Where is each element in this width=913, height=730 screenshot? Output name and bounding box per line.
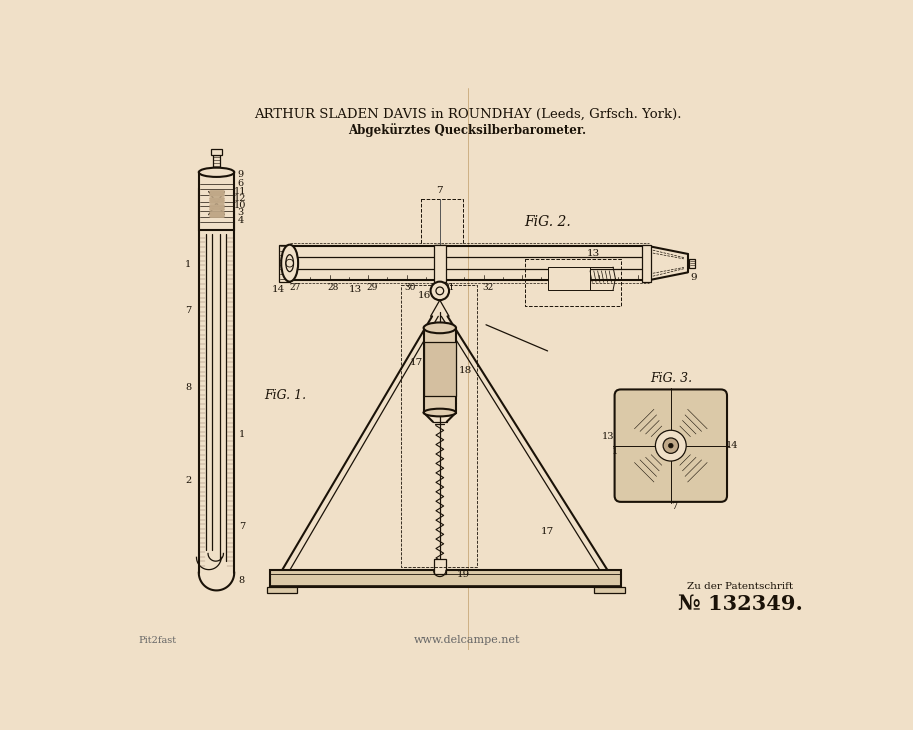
FancyBboxPatch shape bbox=[614, 389, 727, 502]
Text: 10: 10 bbox=[235, 201, 247, 210]
Bar bbox=[593, 588, 624, 593]
Bar bbox=[424, 342, 456, 396]
Text: FiG. 3.: FiG. 3. bbox=[650, 372, 692, 385]
Text: 31: 31 bbox=[444, 283, 455, 292]
Text: 18: 18 bbox=[458, 366, 472, 374]
Circle shape bbox=[663, 438, 678, 453]
Text: 30: 30 bbox=[404, 283, 416, 292]
Text: 14: 14 bbox=[726, 441, 738, 450]
Text: 8: 8 bbox=[239, 576, 245, 585]
Bar bbox=[642, 245, 651, 282]
Text: 1: 1 bbox=[185, 260, 191, 269]
Text: 11: 11 bbox=[234, 187, 247, 196]
Bar bbox=[199, 172, 235, 230]
Text: 14: 14 bbox=[271, 285, 285, 294]
Text: 13: 13 bbox=[349, 285, 362, 294]
Bar bbox=[689, 258, 696, 268]
Text: 13: 13 bbox=[587, 250, 601, 258]
Ellipse shape bbox=[199, 168, 235, 177]
Text: 28: 28 bbox=[328, 283, 340, 292]
Bar bbox=[278, 245, 289, 282]
Text: 15: 15 bbox=[429, 283, 443, 292]
Bar bbox=[434, 245, 446, 282]
Text: 29: 29 bbox=[366, 283, 378, 292]
Text: 4: 4 bbox=[237, 215, 244, 225]
Text: № 132349.: № 132349. bbox=[677, 593, 803, 613]
Text: FiG. 2.: FiG. 2. bbox=[524, 215, 571, 229]
Bar bbox=[548, 267, 590, 290]
Bar bbox=[424, 328, 456, 412]
Bar bbox=[267, 588, 298, 593]
Text: 8: 8 bbox=[185, 383, 191, 393]
Bar bbox=[213, 155, 220, 172]
Text: Abgekürztes Quecksilberbarometer.: Abgekürztes Quecksilberbarometer. bbox=[349, 123, 586, 137]
Ellipse shape bbox=[424, 409, 456, 416]
Text: ARTHUR SLADEN DAVIS in ROUNDHAY (Leeds, Grfsch. York).: ARTHUR SLADEN DAVIS in ROUNDHAY (Leeds, … bbox=[254, 108, 681, 121]
Text: www.delcampe.net: www.delcampe.net bbox=[415, 635, 520, 645]
Text: 12: 12 bbox=[234, 194, 247, 203]
Circle shape bbox=[668, 443, 673, 448]
Text: 19: 19 bbox=[456, 569, 469, 579]
Text: 17: 17 bbox=[410, 358, 424, 367]
Text: 3: 3 bbox=[237, 208, 244, 217]
Text: 7: 7 bbox=[185, 307, 191, 315]
Text: FiG. 1.: FiG. 1. bbox=[264, 389, 307, 402]
Text: 13: 13 bbox=[603, 432, 614, 441]
Circle shape bbox=[431, 282, 449, 300]
Text: 9: 9 bbox=[237, 170, 244, 179]
Ellipse shape bbox=[286, 255, 293, 272]
Text: 7: 7 bbox=[239, 522, 245, 531]
Ellipse shape bbox=[281, 245, 299, 282]
Text: 2: 2 bbox=[185, 476, 191, 485]
Text: 7: 7 bbox=[672, 502, 677, 511]
Text: 32: 32 bbox=[482, 283, 493, 292]
Text: Pit2fast: Pit2fast bbox=[138, 636, 176, 645]
Text: Zu der Patentschrift: Zu der Patentschrift bbox=[687, 582, 793, 591]
Text: 27: 27 bbox=[289, 283, 300, 292]
Text: 1: 1 bbox=[239, 429, 245, 439]
Text: 9: 9 bbox=[690, 272, 698, 282]
Text: 17: 17 bbox=[541, 527, 554, 537]
Bar bbox=[434, 559, 446, 575]
Text: 6: 6 bbox=[237, 180, 244, 188]
Bar bbox=[270, 570, 621, 588]
Bar bbox=[211, 149, 222, 155]
Text: 1: 1 bbox=[612, 447, 618, 456]
Ellipse shape bbox=[424, 323, 456, 333]
Text: 7: 7 bbox=[436, 185, 443, 194]
Circle shape bbox=[656, 430, 687, 461]
Text: 16: 16 bbox=[418, 291, 431, 300]
